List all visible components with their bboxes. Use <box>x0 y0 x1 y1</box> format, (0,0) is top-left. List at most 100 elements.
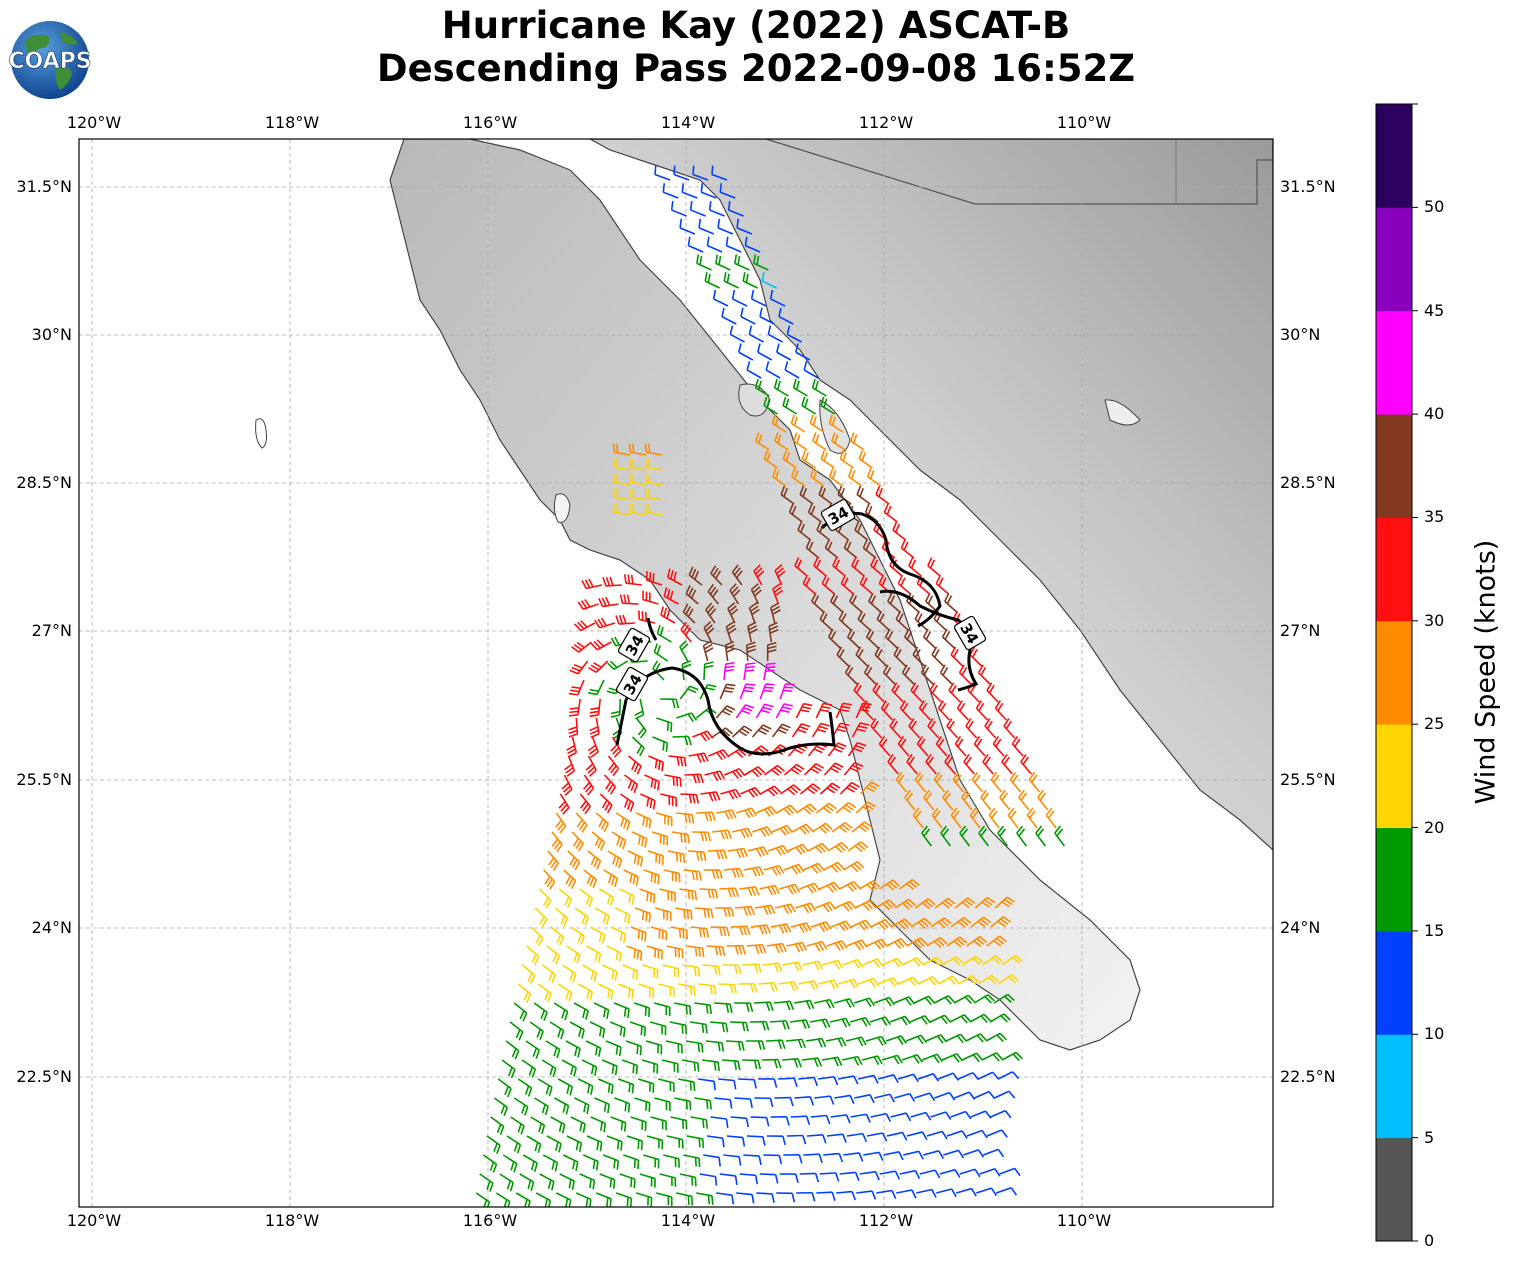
wind-barb-210 <box>843 861 865 873</box>
wind-barb-57 <box>723 661 735 681</box>
wind-barb-212 <box>558 888 573 908</box>
wind-barb-329 <box>557 983 573 1002</box>
lon-label-top-3: 114°W <box>660 113 716 132</box>
wind-barb-521 <box>810 1114 831 1125</box>
wind-barb-552 <box>906 1131 928 1141</box>
wind-barb-98 <box>811 722 830 738</box>
wind-barb-711 <box>809 468 825 487</box>
wind-barb-407 <box>605 1040 622 1057</box>
wind-barb-825 <box>992 736 1005 757</box>
wind-barb-281 <box>586 945 602 963</box>
wind-barb-832 <box>982 753 994 775</box>
wind-barb-152 <box>656 812 673 827</box>
lon-label-bottom-2: 116°W <box>462 1211 518 1230</box>
wind-barb-241 <box>755 904 776 915</box>
wind-barb-657 <box>696 254 712 271</box>
wind-barb-34 <box>656 624 672 643</box>
wind-barb-419 <box>845 1036 867 1047</box>
wind-barb-358 <box>633 1002 651 1018</box>
wind-barb-362 <box>714 1002 733 1014</box>
wind-barb-714 <box>866 468 882 487</box>
wind-barb-228 <box>878 879 901 891</box>
wind-barb-444 <box>841 1055 863 1066</box>
wind-barb-484 <box>594 1097 610 1114</box>
wind-barb-555 <box>966 1129 988 1139</box>
tiburon-bay-shape <box>1104 399 1141 426</box>
wind-barb-648 <box>727 201 744 217</box>
wind-barb-848 <box>999 789 1011 811</box>
wind-barb-741 <box>832 557 846 577</box>
wind-barb-507 <box>530 1116 546 1135</box>
colorbar-tick-label-10: 50 <box>1424 197 1445 217</box>
colorbar-tick-label-8: 40 <box>1424 404 1445 424</box>
wind-barb-392 <box>809 1018 831 1029</box>
wind-barb-296 <box>886 937 908 950</box>
wind-barb-30 <box>571 641 592 653</box>
wind-barb-82 <box>795 702 813 719</box>
wind-barb-383 <box>629 1021 647 1037</box>
wind-barb-284 <box>646 945 663 960</box>
wind-barb-745 <box>908 557 922 577</box>
wind-barb-159 <box>795 803 817 815</box>
wind-barb-10 <box>577 599 599 611</box>
wind-barb-355 <box>573 1002 589 1020</box>
wind-barb-363 <box>734 1002 754 1013</box>
wind-barb-867 <box>612 443 631 456</box>
wind-barb-103 <box>607 755 620 777</box>
wind-barb-732 <box>892 521 907 541</box>
wind-barb-290 <box>766 942 787 954</box>
wind-barb-291 <box>786 941 808 953</box>
wind-barb-814 <box>927 718 940 739</box>
wind-barb-817 <box>984 718 997 739</box>
wind-barb-514 <box>670 1116 688 1130</box>
wind-barb-289 <box>746 943 767 954</box>
wind-barb-218 <box>679 888 698 901</box>
wind-barb-61 <box>589 698 601 718</box>
lon-label-bottom-5: 110°W <box>1056 1211 1112 1230</box>
wind-barb-747 <box>802 575 816 595</box>
wind-barb-451 <box>981 1052 1004 1062</box>
wind-barb-548 <box>826 1133 847 1143</box>
wind-barb-38 <box>747 621 758 643</box>
wind-barb-420 <box>865 1035 887 1046</box>
wind-barb-330 <box>577 983 594 1001</box>
wind-barb-870 <box>612 458 631 471</box>
wind-barb-123 <box>704 770 726 782</box>
wind-barb-479 <box>493 1097 509 1117</box>
wind-barb-681 <box>746 361 762 379</box>
wind-barb-551 <box>886 1131 908 1141</box>
wind-barb-204 <box>723 867 744 878</box>
wind-barb-221 <box>739 885 760 897</box>
wind-barb-384 <box>649 1021 667 1036</box>
wind-barb-622 <box>716 1192 735 1205</box>
wind-barb-853 <box>950 807 962 829</box>
wind-barb-70 <box>779 683 795 700</box>
logo-text: COAPS <box>8 49 91 74</box>
wind-barb-179 <box>547 850 560 871</box>
wind-barb-377 <box>509 1021 524 1041</box>
wind-barb-305 <box>582 964 598 982</box>
wind-barb-194 <box>847 841 869 853</box>
wind-barb-12 <box>619 594 639 605</box>
wind-barb-545 <box>766 1135 786 1146</box>
wind-barb-303 <box>541 964 557 984</box>
wind-barb-850 <box>1037 789 1049 811</box>
wind-barb-591 <box>639 1173 656 1188</box>
wind-barb-607 <box>959 1168 981 1178</box>
wind-barb-803 <box>861 700 874 721</box>
wind-barb-120 <box>644 774 660 791</box>
wind-barb-180 <box>567 850 581 871</box>
wind-barb-423 <box>925 1034 947 1044</box>
wind-barb-364 <box>754 1001 774 1012</box>
wind-barb-285 <box>666 945 684 959</box>
wind-barb-874 <box>628 473 647 486</box>
wind-barb-665 <box>712 289 729 307</box>
colorbar-segment-2 <box>1376 930 1412 1035</box>
wind-barb-301 <box>986 935 1008 947</box>
wind-barb-685 <box>754 378 770 397</box>
wind-barb-308 <box>642 964 659 979</box>
wind-barb-442 <box>802 1057 823 1068</box>
wind-barb-550 <box>866 1132 888 1142</box>
wind-barb-182 <box>607 850 623 869</box>
wind-barb-469 <box>818 1075 839 1086</box>
